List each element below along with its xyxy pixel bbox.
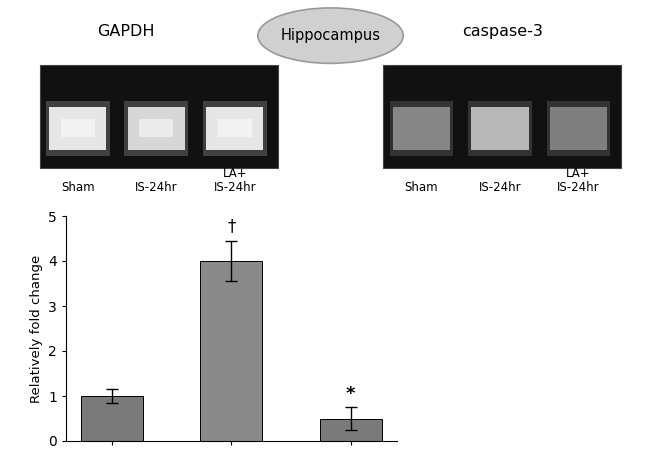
Text: LA+
IS-24hr: LA+ IS-24hr — [557, 167, 600, 194]
FancyBboxPatch shape — [139, 120, 173, 137]
Text: IS-24hr: IS-24hr — [479, 181, 522, 194]
Text: Sham: Sham — [405, 181, 438, 194]
FancyBboxPatch shape — [547, 101, 610, 156]
FancyBboxPatch shape — [46, 101, 110, 156]
Text: IS-24hr: IS-24hr — [135, 181, 178, 194]
Text: Sham: Sham — [61, 181, 95, 194]
Ellipse shape — [258, 8, 403, 63]
Text: †: † — [227, 217, 235, 235]
Bar — [200, 261, 262, 441]
FancyBboxPatch shape — [389, 101, 453, 156]
FancyBboxPatch shape — [40, 65, 278, 168]
FancyBboxPatch shape — [471, 107, 529, 150]
Bar — [81, 396, 143, 441]
Text: caspase-3: caspase-3 — [462, 24, 543, 39]
Text: Hippocampus: Hippocampus — [280, 28, 381, 43]
FancyBboxPatch shape — [203, 101, 266, 156]
FancyBboxPatch shape — [383, 65, 621, 168]
Text: *: * — [346, 385, 356, 403]
Text: GAPDH: GAPDH — [97, 24, 154, 39]
Bar — [319, 418, 381, 441]
FancyBboxPatch shape — [217, 120, 252, 137]
FancyBboxPatch shape — [206, 107, 263, 150]
FancyBboxPatch shape — [49, 107, 106, 150]
FancyBboxPatch shape — [468, 101, 532, 156]
FancyBboxPatch shape — [393, 107, 450, 150]
Y-axis label: Relatively fold change: Relatively fold change — [30, 254, 43, 403]
FancyBboxPatch shape — [61, 120, 95, 137]
Text: LA+
IS-24hr: LA+ IS-24hr — [214, 167, 256, 194]
FancyBboxPatch shape — [550, 107, 607, 150]
FancyBboxPatch shape — [128, 107, 185, 150]
FancyBboxPatch shape — [124, 101, 188, 156]
